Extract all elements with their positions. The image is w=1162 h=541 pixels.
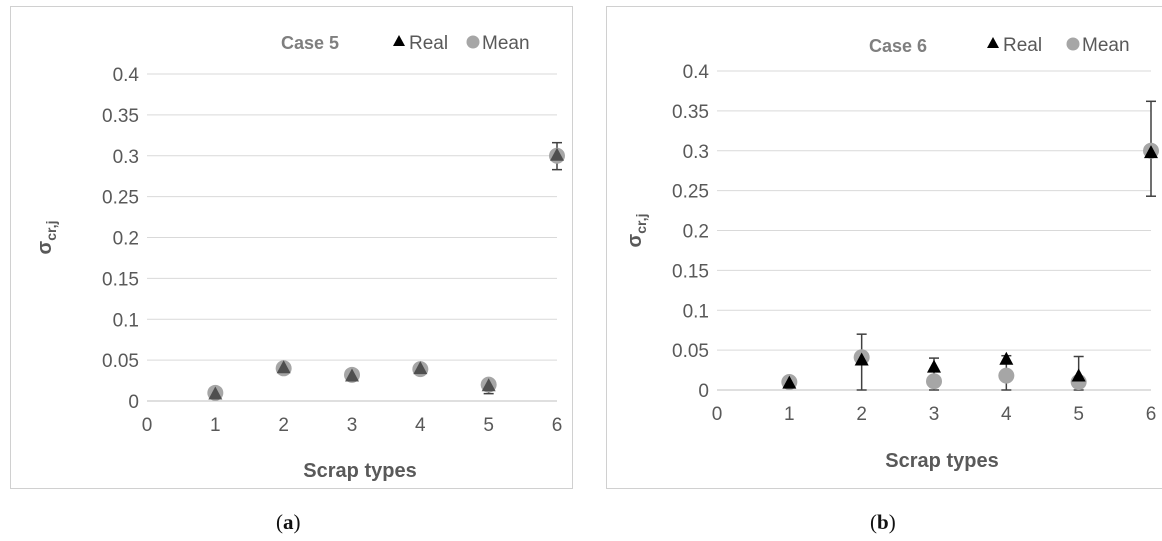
chart-panel-case-5: 0 0.05 0.1 0.15 0.2 0.25 0.3 0.35 0.4 0 1 2 3 4 5 6 Scra… [10, 6, 573, 489]
x-tick-label: 4 [415, 415, 426, 436]
y-tick-label: 0.15 [672, 261, 709, 282]
x-tick-label: 2 [856, 404, 867, 425]
real-point [208, 386, 223, 400]
legend-real-marker [987, 37, 999, 48]
y-tick-label: 0 [698, 381, 709, 402]
y-tick-label: 0.2 [683, 222, 709, 243]
y-tick-label: 0 [128, 392, 139, 413]
mean-point [998, 367, 1015, 384]
caption-b-letter: b [877, 510, 889, 534]
x-tick-label: 3 [347, 415, 358, 436]
x-tick-label: 0 [142, 415, 153, 436]
legend-mean-label: Mean [482, 33, 530, 54]
x-tick-label: 1 [210, 415, 221, 436]
y-tick-label: 0.25 [102, 188, 139, 209]
chart-title: Case 6 [869, 36, 927, 56]
y-tick-label: 0.35 [672, 102, 709, 123]
mean-point [926, 373, 942, 390]
y-tick-label: 0.2 [113, 229, 139, 250]
real-point [782, 375, 797, 389]
chart-svg-case-6: 0 0.05 0.1 0.15 0.2 0.25 0.3 0.35 0.4 0 1 2 3 4 5 6 Scra… [624, 35, 1159, 472]
chart-title: Case 5 [281, 33, 339, 53]
chart-svg-case-5: 0 0.05 0.1 0.15 0.2 0.25 0.3 0.35 0.4 0 1 2 3 4 5 6 Scra… [34, 33, 565, 482]
legend-mean-label: Mean [1082, 35, 1130, 56]
y-tick-label: 0.05 [672, 341, 709, 362]
y-axis-title-symbol: σ [624, 233, 646, 247]
y-tick-label: 0.1 [113, 310, 139, 331]
x-tick-label: 3 [929, 404, 940, 425]
y-axis-title: σcr,j [34, 221, 59, 255]
legend-mean-marker [466, 35, 480, 49]
y-tick-label: 0.15 [102, 269, 139, 290]
legend-mean-marker [1066, 37, 1080, 51]
y-axis-title-subscript: cr,j [43, 221, 59, 241]
y-axis-title: σcr,j [624, 214, 649, 248]
real-point [481, 378, 496, 392]
x-tick-label: 4 [1001, 404, 1012, 425]
real-point [999, 351, 1014, 365]
y-axis-title-subscript: cr,j [633, 214, 649, 234]
caption-a: (a) [276, 510, 301, 534]
x-tick-label: 5 [483, 415, 494, 436]
y-tick-label: 0.1 [683, 301, 709, 322]
x-axis-title: Scrap types [885, 450, 998, 472]
real-point [854, 352, 869, 366]
legend-real-label: Real [1003, 35, 1042, 56]
y-axis-title-symbol: σ [34, 240, 56, 254]
y-tick-label: 0.4 [113, 65, 140, 86]
y-tick-label: 0.25 [672, 182, 709, 203]
legend-real-marker [393, 35, 405, 46]
real-point [1071, 368, 1086, 382]
x-tick-label: 2 [278, 415, 289, 436]
real-point [1144, 145, 1158, 159]
y-tick-label: 0.4 [683, 62, 710, 83]
x-tick-label: 0 [712, 404, 723, 425]
x-tick-label: 6 [552, 415, 563, 436]
y-tick-label: 0.35 [102, 106, 139, 127]
y-tick-label: 0.3 [683, 142, 709, 163]
caption-a-letter: a [283, 510, 294, 534]
x-tick-label: 5 [1073, 404, 1084, 425]
x-tick-label: 1 [784, 404, 795, 425]
y-tick-label: 0.3 [113, 147, 139, 168]
real-point [276, 360, 291, 374]
x-tick-label: 6 [1146, 404, 1157, 425]
chart-panel-case-6: 0 0.05 0.1 0.15 0.2 0.25 0.3 0.35 0.4 0 1 2 3 4 5 6 Scra… [606, 6, 1162, 489]
real-point [550, 147, 564, 161]
caption-b: (b) [870, 510, 896, 534]
y-tick-label: 0.05 [102, 351, 139, 372]
legend-real-label: Real [409, 33, 448, 54]
real-point [413, 361, 428, 375]
x-axis-title: Scrap types [303, 460, 416, 482]
real-point [345, 368, 359, 382]
real-point [927, 359, 941, 373]
